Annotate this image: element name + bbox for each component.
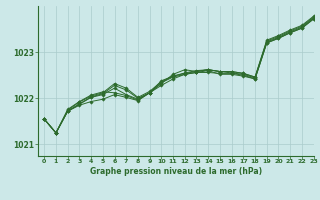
X-axis label: Graphe pression niveau de la mer (hPa): Graphe pression niveau de la mer (hPa) [90,167,262,176]
